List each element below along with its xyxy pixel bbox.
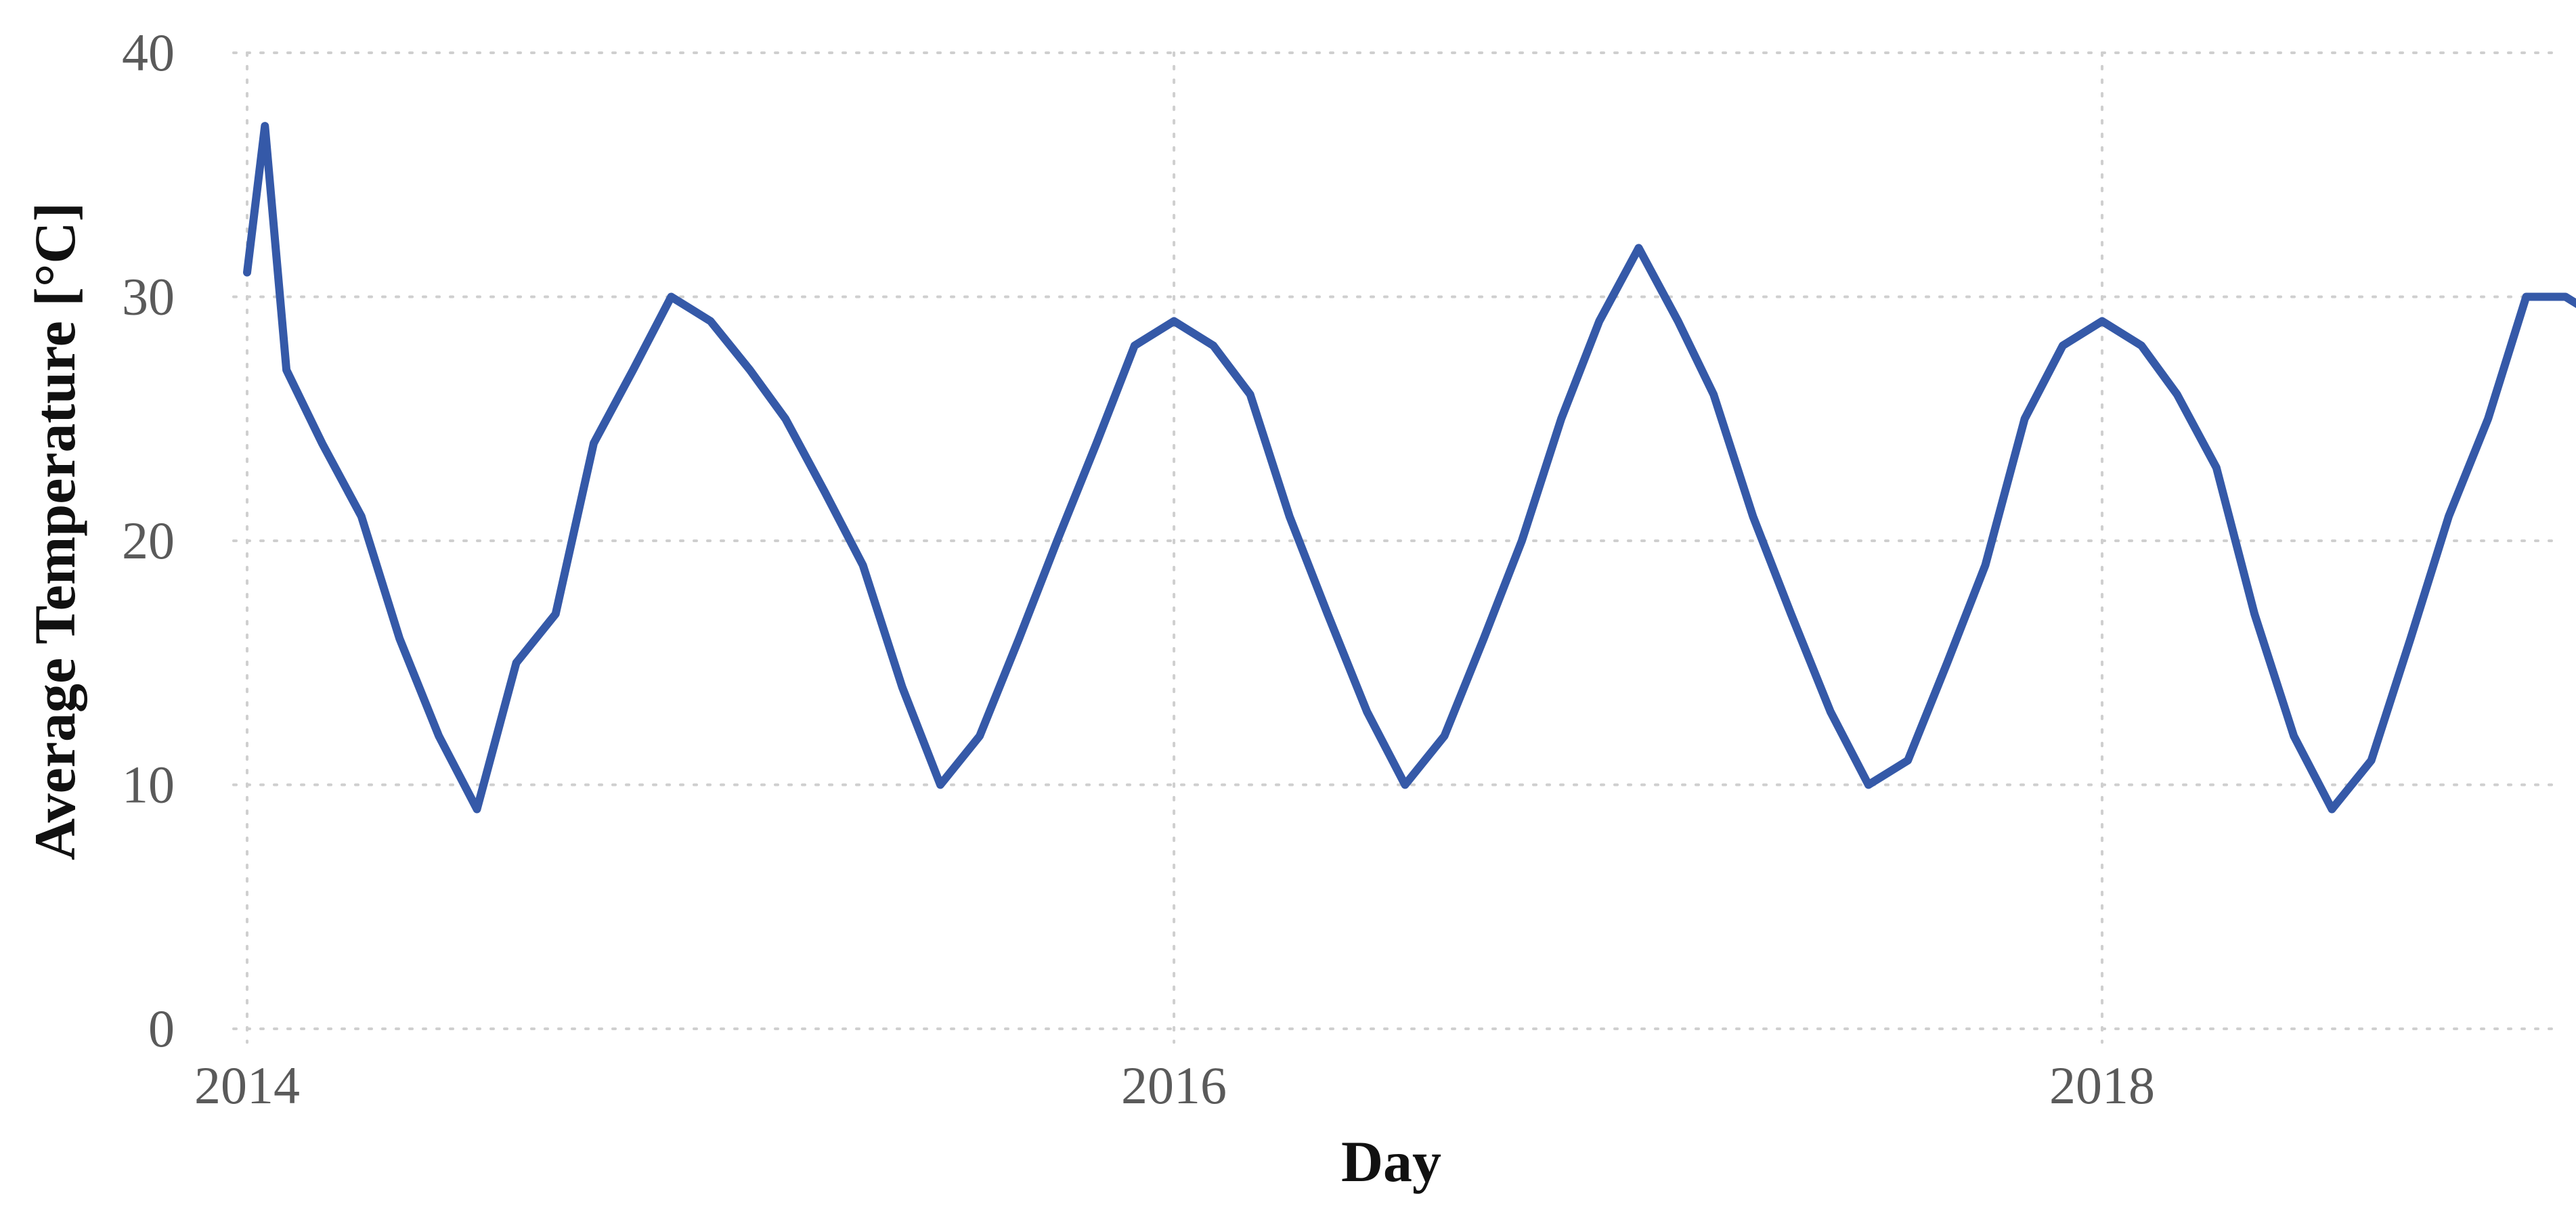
y-tick-label: 0	[148, 999, 175, 1058]
x-tick-label: 2016	[1121, 1056, 1227, 1115]
y-tick-label: 30	[122, 267, 175, 326]
temperature-series-line	[243, 122, 2576, 814]
y-tick-label: 40	[122, 23, 175, 82]
x-axis-ticks: 20142016201820202022	[194, 1056, 2155, 1115]
x-tick-label: 2014	[194, 1056, 300, 1115]
grid-lines	[232, 51, 2554, 1044]
series-group	[243, 122, 2576, 814]
y-tick-label: 10	[122, 755, 175, 814]
x-axis-title: Day	[1341, 1129, 1441, 1194]
x-tick-label: 2018	[2049, 1056, 2155, 1115]
y-axis-ticks: 0 10 20 30 40	[122, 23, 175, 1058]
y-tick-label: 20	[122, 511, 175, 570]
y-axis-title: Average Temperature [°C]	[22, 202, 87, 860]
